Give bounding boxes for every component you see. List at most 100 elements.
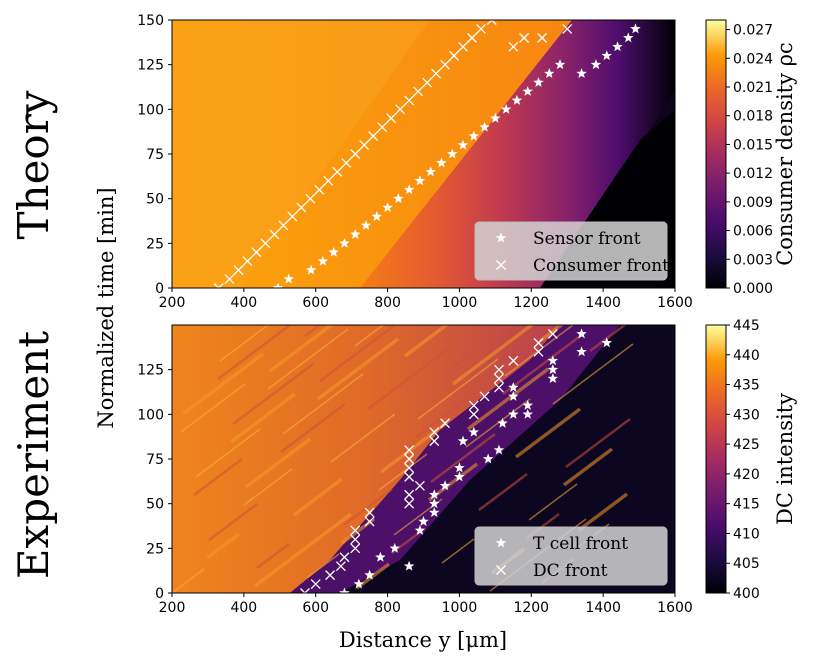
experiment-x-point	[508, 355, 519, 366]
experiment-colorbar-tick-label: 425	[733, 437, 760, 453]
theory-x-point	[377, 122, 388, 133]
experiment-row-label: Experiment	[9, 331, 58, 579]
streak	[355, 562, 391, 590]
streak	[205, 532, 241, 560]
theory-front-a-star-point	[554, 59, 566, 70]
theory-front-a-star-point	[328, 246, 339, 257]
x-axis-label: Distance y [μm]	[339, 628, 507, 652]
theory-front-a-star-point	[272, 282, 284, 293]
theory-front-a-star-point	[360, 219, 372, 230]
experiment-x-point	[440, 418, 451, 429]
theory-x-point	[413, 86, 424, 97]
streak	[367, 348, 449, 410]
experiment-front-a-star-point	[601, 337, 612, 348]
streak	[282, 373, 364, 435]
theory-x-point	[467, 32, 477, 43]
theory-front-a-star-point	[590, 59, 602, 70]
theory-front-a-star-point	[283, 273, 294, 284]
streak	[417, 358, 499, 420]
experiment-x-point	[429, 427, 440, 438]
experiment-y-tick-label: 25	[146, 541, 164, 557]
theory-front-a-star-point	[403, 184, 415, 195]
streak	[478, 473, 528, 511]
experiment-front-a-star-point	[468, 426, 480, 437]
experiment-colorbar-tick-label: 410	[733, 526, 760, 542]
experiment-front-a-star-point	[457, 435, 469, 446]
experiment-front-a-star-point	[418, 516, 429, 526]
theory-y-tick-label: 150	[137, 13, 164, 29]
streak	[502, 333, 584, 395]
theory-colorbar-tick-label: 0.012	[733, 166, 773, 182]
streak	[454, 325, 512, 367]
theory-heatmap	[172, 20, 675, 288]
experiment-y-tick-label: 75	[146, 452, 164, 468]
theory-x-point	[431, 68, 442, 79]
theory-x-point	[341, 157, 352, 168]
theory-x-point	[449, 50, 459, 61]
theory-legend-label: Sensor front	[533, 229, 641, 249]
theory-x-tick-label: 800	[374, 295, 401, 311]
experiment-x-point	[468, 409, 479, 420]
experiment-y-tick-label: 0	[155, 586, 164, 602]
theory-x-point	[562, 23, 573, 34]
experiment-front-a-star-point	[522, 399, 533, 410]
theory-front-a-star-point	[382, 202, 393, 213]
theory-x-point	[260, 238, 271, 249]
streak	[451, 325, 535, 386]
theory-x-point	[368, 131, 379, 142]
experiment-x-tick-label: 600	[302, 600, 329, 616]
experiment-x-point	[493, 382, 504, 393]
experiment-front-a-star-point	[403, 560, 415, 571]
experiment-x-point	[350, 534, 361, 545]
experiment-colorbar-tick-label: 415	[733, 497, 760, 513]
streak	[292, 477, 344, 517]
experiment-front-a-star-point	[508, 382, 519, 392]
experiment-front-a-star-point	[353, 578, 365, 589]
theory-colorbar-tick-label: 0.018	[733, 109, 773, 125]
theory-front-a-star-point	[350, 228, 361, 239]
theory-x-point	[404, 95, 415, 106]
streak	[193, 458, 243, 496]
experiment-front-a-star-point	[547, 373, 559, 384]
experiment-x-point	[350, 525, 361, 536]
experiment-y-tick-label: 50	[146, 497, 164, 513]
experiment-front-a-star-point	[375, 551, 386, 562]
streak	[253, 512, 353, 588]
streak	[577, 492, 629, 532]
experiment-x-tick-label: 400	[230, 600, 257, 616]
streak	[316, 337, 400, 401]
theory-front-a-star-point	[490, 112, 501, 123]
streak	[465, 398, 531, 448]
streak	[229, 392, 297, 444]
theory-x-point	[296, 202, 307, 213]
theory-x-point	[233, 265, 244, 276]
theory-front-a-star-point	[447, 148, 458, 159]
theory-x-point	[314, 184, 325, 195]
experiment-front-a-star-point	[364, 569, 375, 580]
experiment-front-a-star-point	[429, 489, 440, 500]
experiment-colorbar-tick-label: 430	[733, 407, 760, 423]
theory-front-a-star-point	[544, 68, 555, 79]
experiment-x-tick-label: 1600	[657, 600, 693, 616]
streak	[415, 388, 481, 438]
theory-front-a-star-point	[623, 32, 634, 43]
experiment-colorbar-tick-label: 440	[733, 348, 760, 364]
theory-x-point	[305, 193, 316, 204]
streak	[562, 447, 614, 487]
streak	[430, 433, 496, 483]
theory-x-tick-label: 1600	[657, 295, 693, 311]
experiment-x-point	[404, 445, 415, 456]
theory-front-a-star-point	[339, 237, 350, 248]
experiment-front-a-star-point	[429, 507, 440, 518]
theory-x-point	[537, 32, 548, 43]
streak	[232, 363, 314, 425]
theory-x-point	[519, 32, 530, 43]
experiment-front-a-star-point	[508, 390, 519, 401]
theory-front-a-star-point	[457, 139, 469, 150]
streak	[403, 325, 450, 358]
experiment-legend-star-marker	[495, 537, 507, 548]
experiment-x-tick-label: 1200	[513, 600, 549, 616]
experiment-front-a-star-point	[339, 587, 350, 598]
theory-x-tick-label: 200	[159, 295, 186, 311]
